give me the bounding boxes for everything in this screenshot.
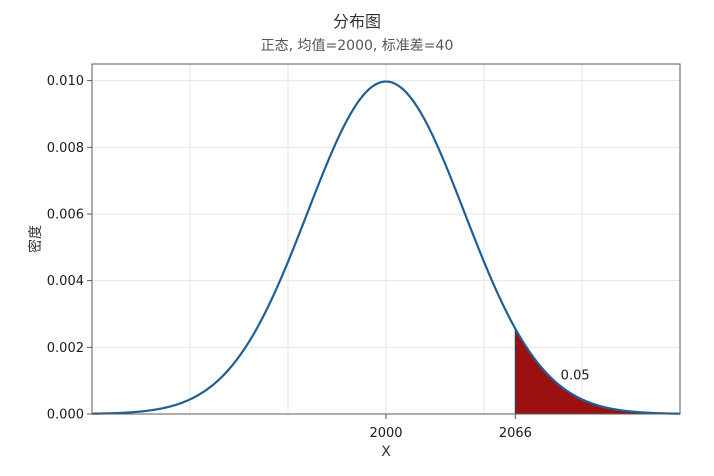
y-tick-label: 0.010 (47, 74, 84, 89)
x-axis-ticks: 2000 2066 (369, 414, 532, 441)
chart-title: 分布图 (333, 12, 381, 31)
shaded-tail-area (515, 328, 680, 414)
y-axis-ticks: 0.000 0.002 0.004 0.006 0.008 0.010 (47, 74, 92, 423)
gridlines (92, 64, 680, 414)
y-axis-label: 密度 (27, 225, 44, 253)
density-curve (91, 80, 681, 415)
x-axis-label: X (381, 444, 391, 460)
x-tick-label: 2000 (369, 426, 402, 441)
tail-probability-label: 0.05 (561, 368, 590, 383)
y-tick-label: 0.006 (47, 208, 84, 223)
y-tick-label: 0.000 (47, 408, 84, 423)
density-curve-group (91, 80, 681, 415)
y-tick-label: 0.004 (47, 274, 84, 289)
y-tick-label: 0.002 (47, 341, 84, 356)
x-tick-label: 2066 (499, 426, 532, 441)
chart-subtitle: 正态, 均值=2000, 标准差=40 (261, 38, 454, 54)
y-tick-label: 0.008 (47, 141, 84, 156)
shaded-area-group (514, 328, 680, 414)
